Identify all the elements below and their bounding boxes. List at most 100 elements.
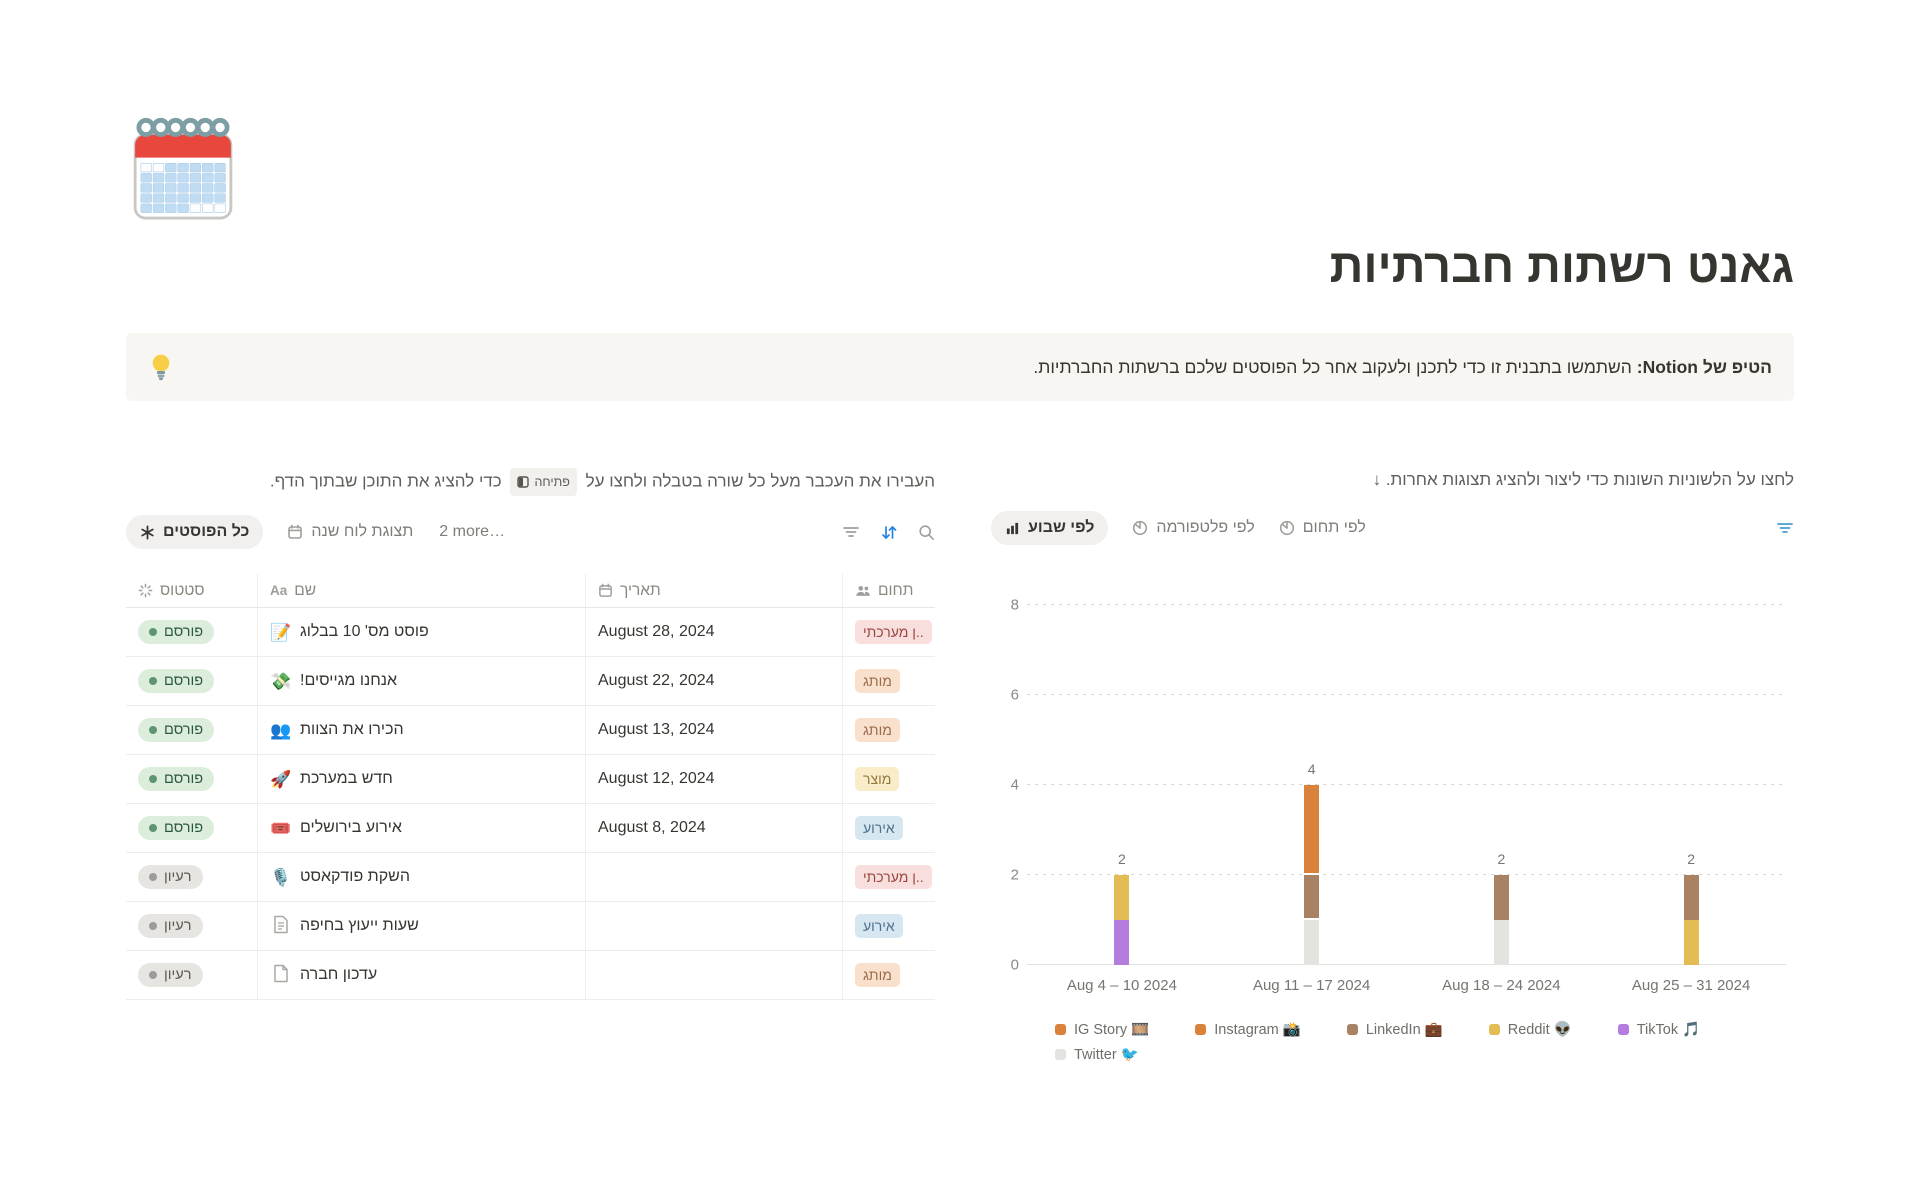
more-views-button[interactable]: 2 more…: [439, 523, 506, 540]
tab-calendar-view[interactable]: תצוגת לוח שנה: [287, 523, 413, 541]
column-header-domain-label: תחום: [878, 581, 914, 599]
cell-domain: אירוע: [842, 902, 935, 950]
date-value: August 13, 2024: [598, 721, 715, 738]
legend-label: Instagram 📸: [1214, 1022, 1301, 1038]
status-badge: רעיון: [138, 865, 203, 889]
x-tick-label: Aug 4 – 10 2024: [1066, 977, 1177, 994]
cell-status: פורסם: [126, 608, 257, 656]
column-header-date[interactable]: תאריך: [585, 574, 842, 607]
status-label: רעיון: [164, 869, 192, 885]
cell-date: August 8, 2024: [585, 804, 842, 852]
spiral-calendar-icon: [133, 117, 233, 220]
cell-domain: ..ן מערכתי: [842, 608, 935, 656]
cell-domain: אירוע: [842, 804, 935, 852]
table-toolbar: כל הפוסטים תצוגת לוח שנה 2 more…: [126, 512, 935, 552]
cell-name: 📝 פוסט מס' 10 בבלוג: [257, 608, 585, 656]
search-icon[interactable]: [918, 524, 935, 541]
cell-status: פורסם: [126, 657, 257, 705]
table-row[interactable]: רעיון שעות ייעוץ בחיפה אירוע: [126, 902, 935, 951]
cell-name: 👥 הכירו את הצוות: [257, 706, 585, 754]
table-row[interactable]: פורסם 👥 הכירו את הצוות August 13, 2024 מותג: [126, 706, 935, 755]
status-badge: פורסם: [138, 669, 215, 693]
cell-status: פורסם: [126, 804, 257, 852]
sort-icon[interactable]: [880, 524, 898, 541]
y-tick-label: 0: [1010, 956, 1019, 974]
domain-tag: מוצר: [855, 767, 900, 791]
cell-date: August 13, 2024: [585, 706, 842, 754]
legend-item-tiktok: TikTok 🎵: [1617, 1021, 1700, 1038]
main-section: העבירו את העכבר מעל כל שורה בטבלה ולחצו …: [126, 468, 1794, 1063]
rocket-icon: 🚀: [270, 769, 292, 789]
cell-domain: ..ן מערכתי: [842, 853, 935, 901]
status-badge: פורסם: [138, 718, 215, 742]
cell-name: עדכון חברה: [257, 951, 585, 999]
memo-icon: 📝: [270, 622, 292, 642]
notion-tip-callout: הטיפ של Notion: השתמשו בתבנית זו כדי לתכ…: [126, 333, 1794, 401]
bar-4: [1683, 875, 1699, 965]
cell-status: רעיון: [126, 853, 257, 901]
tab-all-posts[interactable]: כל הפוסטים: [126, 515, 264, 549]
status-label: פורסם: [164, 820, 204, 836]
status-label: פורסם: [164, 771, 204, 787]
gridline-y8: [1027, 604, 1786, 605]
page-icon-spiral-calendar[interactable]: [126, 112, 240, 226]
table-row[interactable]: פורסם 💸 אנחנו מגייסים! August 22, 2024 מותג: [126, 657, 935, 706]
cell-status: רעיון: [126, 951, 257, 999]
cell-status: פורסם: [126, 706, 257, 754]
page-name: אנחנו מגייסים!: [300, 672, 398, 689]
column-header-status[interactable]: סטטוס: [126, 574, 257, 607]
legend-label: LinkedIn 💼: [1365, 1022, 1443, 1038]
money-with-wings-icon: 💸: [270, 671, 292, 691]
column-gap: [935, 468, 991, 1063]
page-name: הכירו את הצוות: [300, 721, 404, 738]
filter-icon[interactable]: [842, 524, 860, 540]
callout-bold: הטיפ של Notion:: [1636, 356, 1772, 377]
y-tick-label: 8: [1010, 596, 1019, 614]
tab-by-platform[interactable]: לפי פלטפורמה: [1132, 519, 1255, 537]
bar-2: [1304, 785, 1320, 965]
status-label: רעיון: [164, 967, 192, 983]
filter-icon[interactable]: [1776, 520, 1794, 536]
status-label: פורסם: [164, 722, 204, 738]
callout-body: השתמשו בתבנית זו כדי לתכנן ולעקוב אחר כל…: [1033, 356, 1637, 377]
status-dot-icon: [149, 677, 157, 685]
table-row[interactable]: פורסם 🎟️ אירוע בירושלים August 8, 2024 אירוע: [126, 804, 935, 853]
x-tick-label: Aug 11 – 17 2024: [1252, 977, 1371, 994]
table-row[interactable]: פורסם 📝 פוסט מס' 10 בבלוג August 28, 2024..…: [126, 608, 935, 657]
instruction-after: כדי להציג את התוכן שבתוך הדף.: [269, 471, 502, 491]
tab-by-domain[interactable]: לפי תחום: [1279, 519, 1366, 537]
legend-item-reddit: Reddit 👽: [1488, 1021, 1572, 1038]
table-row[interactable]: רעיון עדכון חברה מותג: [126, 951, 935, 1000]
page-name: שעות ייעוץ בחיפה: [300, 917, 419, 934]
column-header-name[interactable]: Aa שם: [257, 574, 585, 607]
bar-segment-reddit: [1114, 875, 1130, 920]
tab-by-platform-label: לפי פלטפורמה: [1156, 519, 1255, 536]
page-name: פוסט מס' 10 בבלוג: [300, 623, 429, 640]
domain-tag: ..ן מערכתי: [855, 620, 932, 644]
open-peek-icon: [517, 476, 530, 488]
bar-total-label: 2: [1497, 851, 1506, 867]
table-row[interactable]: פורסם 🚀 חדש במערכת August 12, 2024 מוצר: [126, 755, 935, 804]
column-header-domain[interactable]: תחום: [842, 574, 935, 607]
legend-swatch: [1617, 1024, 1629, 1035]
cell-date: August 22, 2024: [585, 657, 842, 705]
bar-segment-twitter: [1493, 920, 1509, 965]
cell-name: שעות ייעוץ בחיפה: [257, 902, 585, 950]
page-name: עדכון חברה: [300, 966, 378, 983]
cell-date: [585, 853, 842, 901]
date-value: August 8, 2024: [598, 819, 706, 836]
cell-status: פורסם: [126, 755, 257, 803]
cell-domain: מותג: [842, 951, 935, 999]
cell-date: August 28, 2024: [585, 608, 842, 656]
status-badge: פורסם: [138, 620, 215, 644]
status-badge: רעיון: [138, 963, 203, 987]
open-peek-label: פתיחה: [534, 475, 570, 489]
y-tick-label: 2: [1010, 866, 1019, 884]
bar-segment-twitter: [1304, 920, 1320, 965]
tab-by-week[interactable]: לפי שבוע: [991, 511, 1109, 545]
pie-chart-icon: [1133, 520, 1148, 536]
status-label: פורסם: [164, 673, 204, 689]
light-bulb-icon: [152, 354, 170, 381]
status-dot-icon: [149, 922, 157, 930]
table-row[interactable]: רעיון 🎙️ השקת פודקאסט ..ן מערכתי: [126, 853, 935, 902]
